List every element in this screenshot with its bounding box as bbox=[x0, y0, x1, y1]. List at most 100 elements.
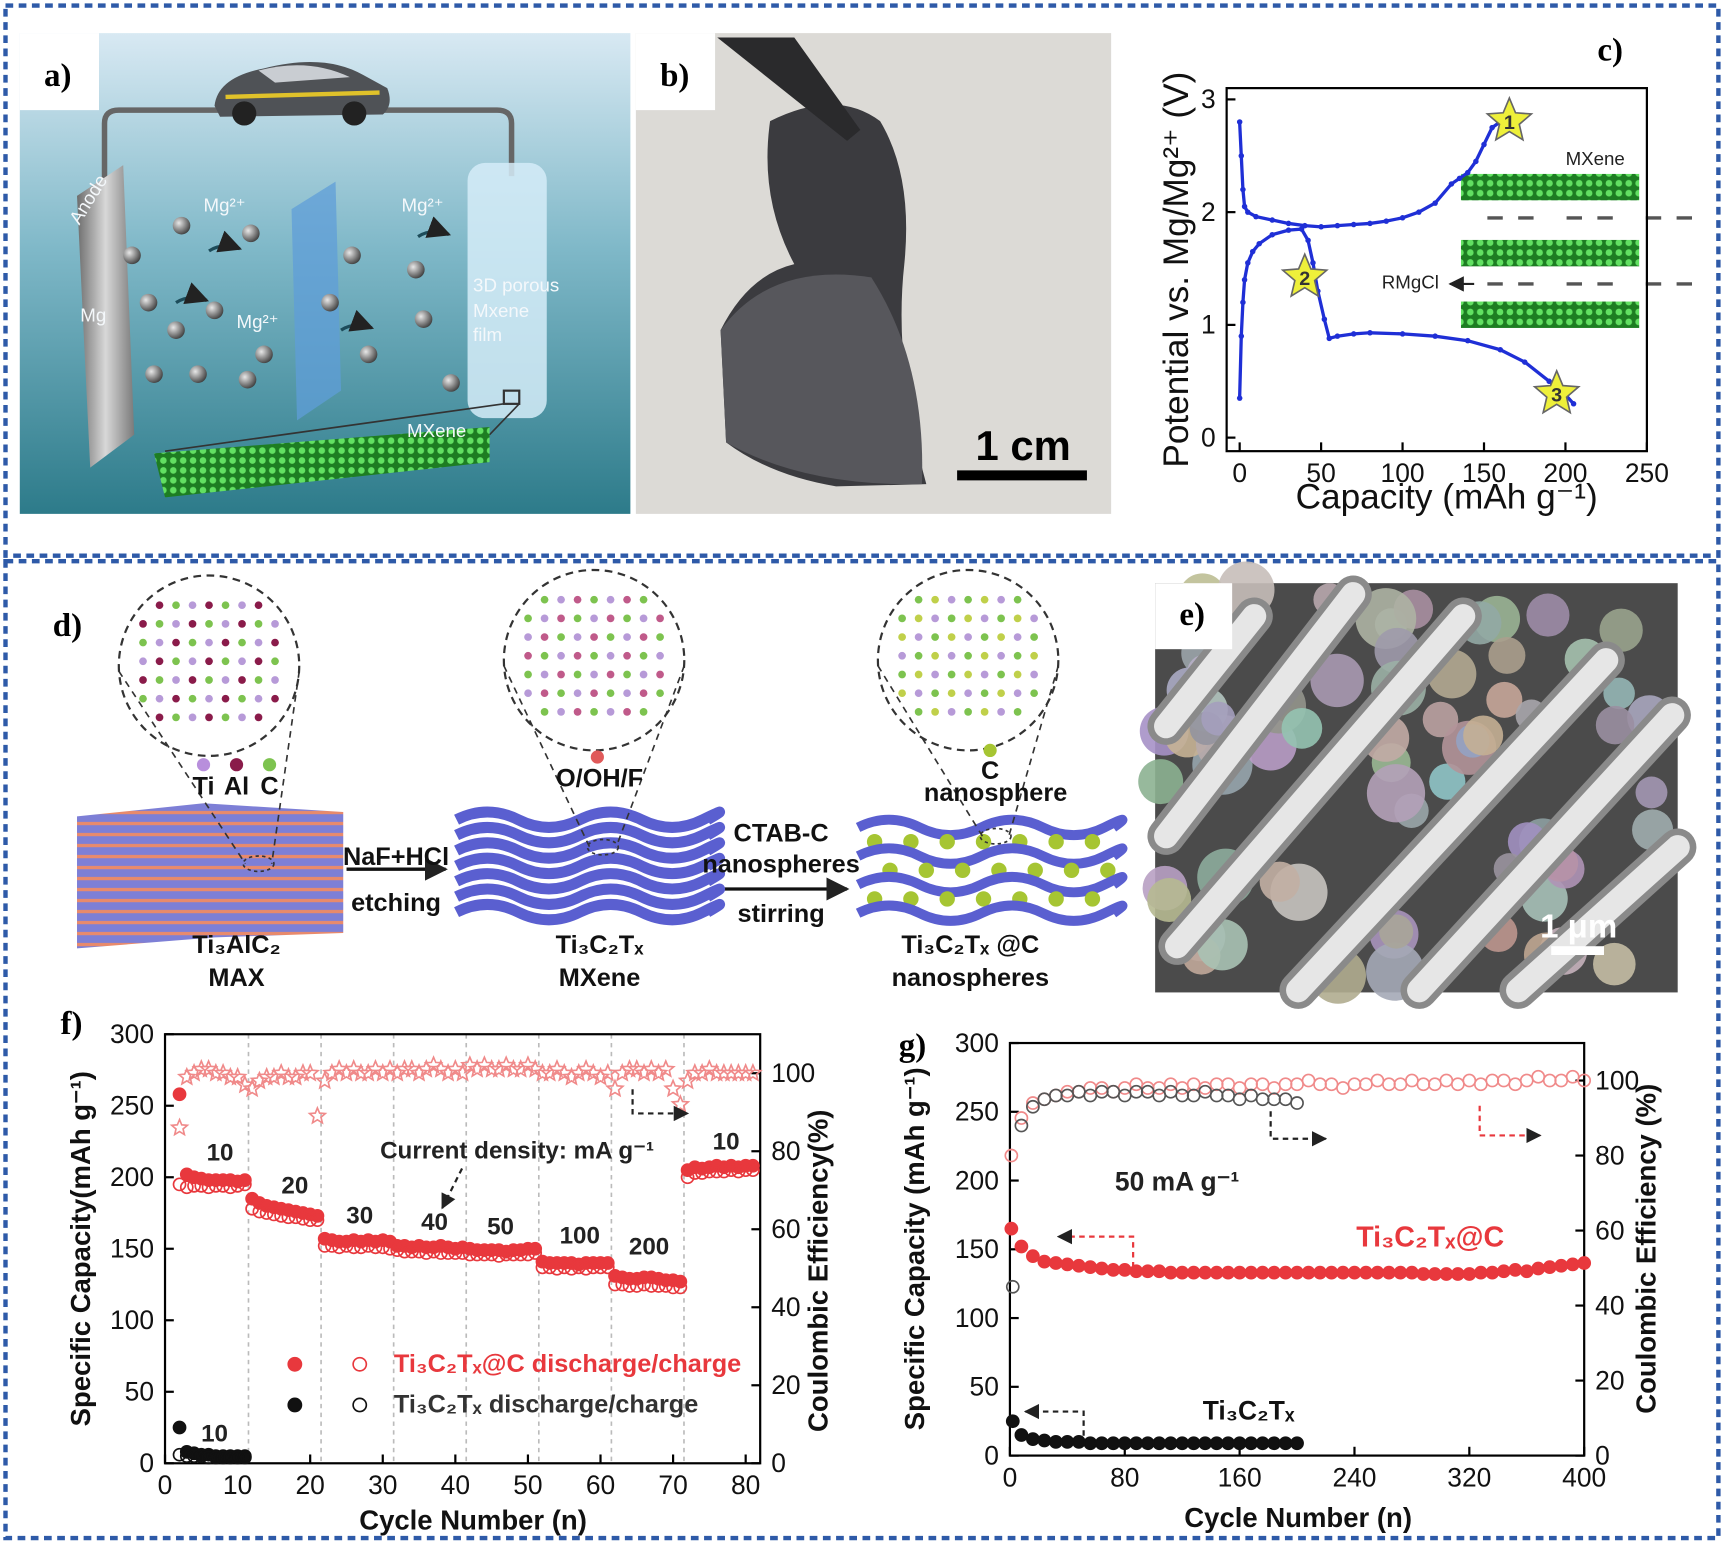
data-point bbox=[1232, 1265, 1247, 1280]
data-point bbox=[237, 1177, 252, 1192]
data-point bbox=[1037, 1433, 1052, 1448]
atom bbox=[155, 657, 164, 666]
annotation: MXene bbox=[1566, 148, 1625, 169]
carbon-sphere bbox=[1084, 891, 1101, 907]
atom bbox=[524, 670, 532, 679]
annotation: 10 bbox=[201, 1420, 228, 1447]
atom bbox=[931, 614, 939, 623]
ion-arrow bbox=[417, 216, 452, 239]
data-point bbox=[368, 1240, 383, 1255]
scheme-label: Ti₃C₂Tₓ bbox=[556, 931, 645, 959]
nanosphere bbox=[1366, 764, 1426, 823]
atom bbox=[155, 601, 164, 610]
atom bbox=[155, 676, 164, 684]
x-tick-label: 0 bbox=[1003, 1462, 1018, 1492]
nanosphere bbox=[1281, 708, 1323, 749]
data-point bbox=[339, 1239, 354, 1253]
panel-c-inset bbox=[1448, 173, 1692, 328]
atom bbox=[540, 633, 549, 641]
scheme-label: etching bbox=[351, 889, 441, 917]
atom bbox=[271, 657, 279, 666]
data-point bbox=[1083, 1436, 1098, 1451]
data-point bbox=[1290, 1265, 1304, 1280]
atom bbox=[947, 595, 956, 604]
nanorod bbox=[1506, 835, 1690, 1003]
data-point bbox=[1256, 240, 1262, 247]
data-point bbox=[387, 1062, 408, 1082]
annotation: Ti₃C₂Tₓ bbox=[1203, 1395, 1295, 1425]
data-point bbox=[1245, 209, 1251, 215]
atom bbox=[188, 676, 197, 684]
annotation: 50 mA g⁻¹ bbox=[1115, 1166, 1239, 1196]
atom bbox=[964, 633, 972, 641]
data-point bbox=[383, 1241, 397, 1256]
data-point bbox=[1014, 1428, 1029, 1442]
panel-label: a) bbox=[44, 58, 72, 94]
annotation: Current density: mA g⁻¹ bbox=[380, 1138, 654, 1165]
data-point bbox=[542, 1260, 557, 1275]
data-point bbox=[615, 1277, 630, 1292]
atom bbox=[205, 620, 213, 628]
atom bbox=[172, 601, 180, 610]
data-point bbox=[1037, 1254, 1052, 1269]
nanorod bbox=[1154, 582, 1366, 849]
data-point bbox=[685, 1062, 705, 1082]
data-point bbox=[1249, 248, 1256, 255]
data-point bbox=[1554, 1258, 1569, 1273]
car-stripe bbox=[225, 90, 380, 100]
scheme-label: Ti bbox=[193, 772, 215, 800]
data-point bbox=[1026, 1249, 1040, 1264]
atom bbox=[914, 614, 923, 623]
y-tick-label: 50 bbox=[125, 1377, 154, 1407]
data-point bbox=[1244, 1265, 1258, 1280]
data-point bbox=[1298, 226, 1305, 232]
atom bbox=[573, 633, 582, 641]
ion bbox=[255, 345, 273, 364]
data-point bbox=[1432, 200, 1438, 206]
scheme-label: Ti₃AlC₂ bbox=[192, 931, 281, 959]
atom bbox=[1013, 689, 1022, 698]
y2-tick-label: 80 bbox=[771, 1136, 800, 1166]
data-point bbox=[600, 1260, 615, 1275]
y-tick-label: 150 bbox=[955, 1234, 999, 1264]
zoom-spot bbox=[242, 855, 275, 873]
atom bbox=[188, 657, 197, 666]
data-point bbox=[1546, 378, 1552, 385]
atom bbox=[590, 689, 598, 698]
nanosphere bbox=[1488, 636, 1526, 674]
atom bbox=[271, 620, 279, 628]
ion-label: Mg²⁺ bbox=[402, 194, 444, 215]
atom bbox=[980, 595, 989, 604]
atom bbox=[573, 689, 582, 698]
data-point bbox=[1290, 1096, 1304, 1110]
atom bbox=[606, 670, 615, 679]
data-point bbox=[169, 1117, 190, 1137]
data-point bbox=[1232, 1436, 1247, 1451]
data-point bbox=[1004, 1148, 1019, 1163]
atom bbox=[1013, 651, 1022, 660]
data-point bbox=[655, 1058, 676, 1078]
data-point bbox=[1240, 299, 1246, 306]
atom bbox=[540, 708, 549, 716]
nanosphere bbox=[1599, 608, 1643, 652]
mxene-sheet bbox=[454, 868, 725, 895]
atom bbox=[997, 651, 1005, 660]
data-point bbox=[1367, 330, 1373, 336]
data-point bbox=[605, 1078, 625, 1098]
data-point bbox=[230, 1450, 245, 1465]
mxene-sheet bbox=[454, 852, 725, 880]
data-point bbox=[361, 1239, 376, 1253]
ion-arrow bbox=[340, 309, 375, 332]
data-point bbox=[499, 1247, 514, 1262]
data-point bbox=[506, 1247, 521, 1262]
data-point bbox=[590, 1066, 611, 1086]
data-point bbox=[1014, 1239, 1029, 1254]
data-point bbox=[208, 1450, 223, 1465]
mxene-sheet bbox=[454, 806, 725, 833]
atom bbox=[656, 633, 664, 641]
scheme-label: C bbox=[260, 772, 278, 800]
data-point bbox=[564, 1261, 579, 1276]
x-tick-label: 200 bbox=[1543, 458, 1587, 488]
data-point bbox=[1496, 1264, 1511, 1279]
data-point bbox=[1336, 1265, 1350, 1280]
